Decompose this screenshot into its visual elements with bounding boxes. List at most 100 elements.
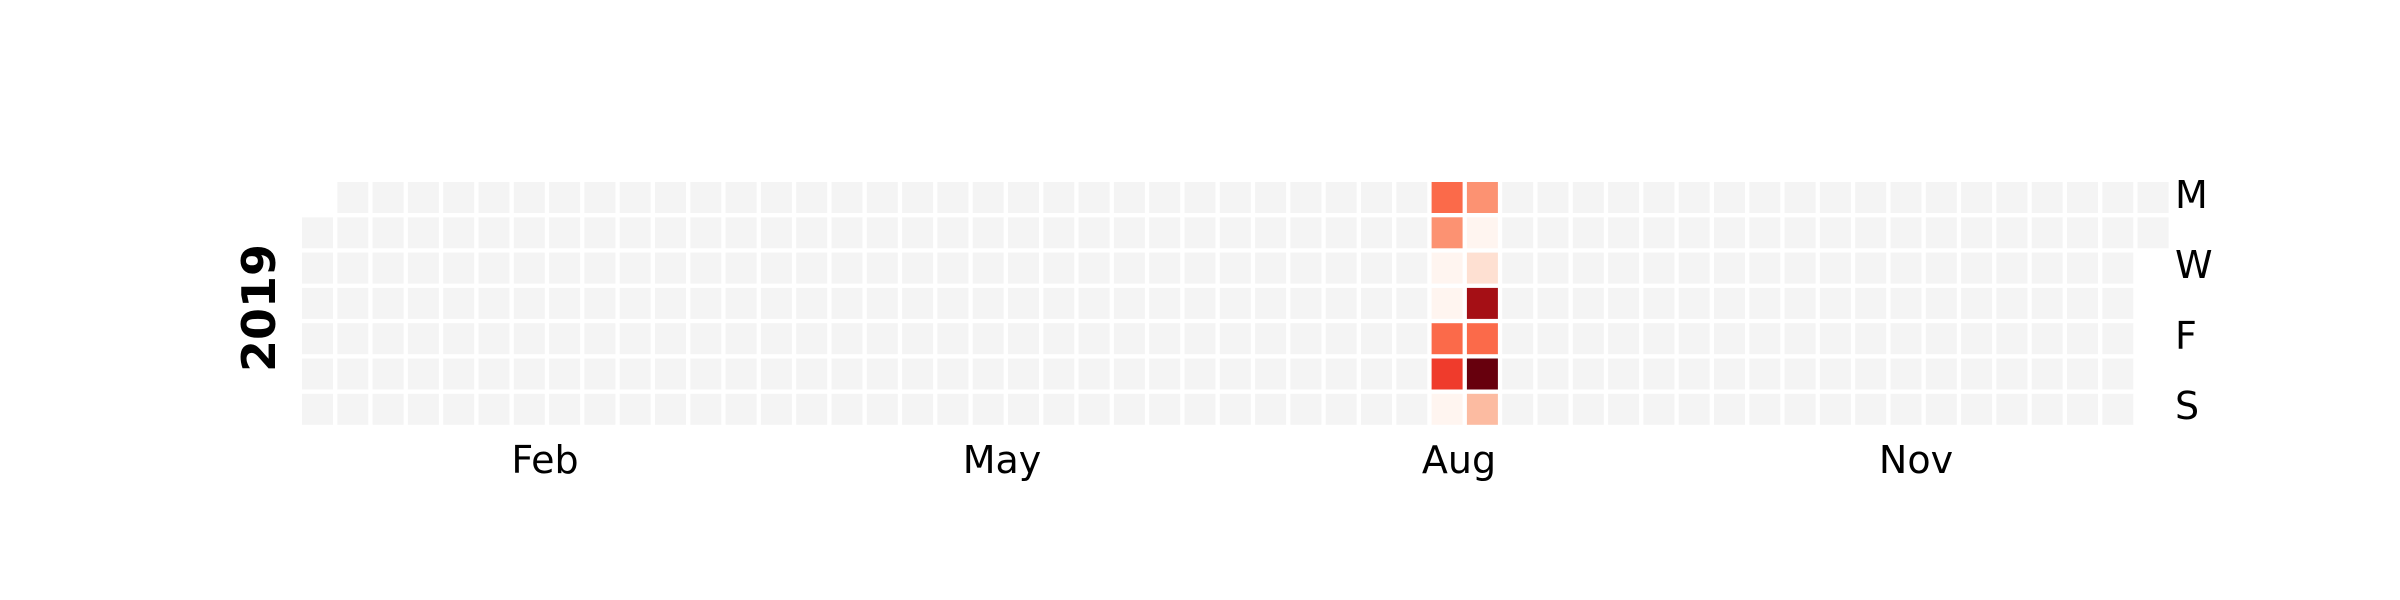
heatmap-cell xyxy=(1149,182,1181,213)
heatmap-cell xyxy=(1608,287,1640,319)
heatmap-cell xyxy=(1255,358,1287,390)
heatmap-cell xyxy=(407,323,439,355)
heatmap-cell xyxy=(1431,358,1463,390)
heatmap-cell xyxy=(619,217,651,249)
heatmap-cell xyxy=(1008,323,1039,355)
heatmap-cell xyxy=(2067,217,2098,249)
heatmap-cell xyxy=(1819,323,1851,355)
heatmap-cell xyxy=(513,287,545,319)
heatmap-cell xyxy=(2102,323,2134,355)
heatmap-cell xyxy=(655,252,686,284)
heatmap-cell xyxy=(337,182,369,213)
heatmap-cell xyxy=(760,287,792,319)
heatmap-cell xyxy=(1678,323,1710,355)
heatmap-cell xyxy=(2067,358,2098,390)
heatmap-cell xyxy=(1714,323,1745,355)
heatmap-cell xyxy=(1819,217,1851,249)
heatmap-cell xyxy=(478,323,510,355)
heatmap-cell xyxy=(1043,323,1075,355)
heatmap-cell xyxy=(2031,323,2063,355)
heatmap-cell xyxy=(1078,287,1110,319)
heatmap-cell xyxy=(1749,217,1781,249)
heatmap-cell xyxy=(1184,323,1216,355)
day-label: M xyxy=(2175,173,2208,217)
heatmap-cell xyxy=(655,287,686,319)
heatmap-cell xyxy=(2102,182,2134,213)
heatmap-cell xyxy=(1537,358,1569,390)
heatmap-cell xyxy=(1784,323,1816,355)
heatmap-cell xyxy=(866,287,898,319)
heatmap-cell xyxy=(1572,217,1604,249)
heatmap-cell xyxy=(1184,217,1216,249)
heatmap-cell xyxy=(1502,323,1534,355)
heatmap-cell xyxy=(1184,287,1216,319)
heatmap-cell xyxy=(1078,217,1110,249)
heatmap-cell xyxy=(1608,358,1640,390)
heatmap-cell xyxy=(1502,358,1534,390)
heatmap-cell xyxy=(1431,323,1463,355)
heatmap-cell xyxy=(407,252,439,284)
heatmap-cell xyxy=(1890,217,1922,249)
heatmap-cell xyxy=(549,323,581,355)
heatmap-cell xyxy=(690,252,722,284)
heatmap-cell xyxy=(902,182,934,213)
heatmap-cell xyxy=(1608,182,1640,213)
heatmap-cell xyxy=(1855,358,1887,390)
heatmap-cell xyxy=(1502,287,1534,319)
heatmap-cell xyxy=(1431,217,1463,249)
heatmap-cell xyxy=(2067,182,2098,213)
heatmap-cell xyxy=(1819,252,1851,284)
heatmap-cell xyxy=(1290,252,1322,284)
heatmap-cell xyxy=(2102,393,2134,425)
heatmap-cell xyxy=(796,323,828,355)
heatmap-cell xyxy=(972,252,1004,284)
heatmap-cell xyxy=(937,323,969,355)
heatmap-cell xyxy=(372,182,404,213)
heatmap-cell xyxy=(337,217,369,249)
heatmap-cell xyxy=(1749,393,1781,425)
heatmap-cell xyxy=(655,393,686,425)
heatmap-cell xyxy=(725,182,757,213)
heatmap-cell xyxy=(902,393,934,425)
heatmap-cell xyxy=(1290,393,1322,425)
heatmap-cell xyxy=(619,323,651,355)
heatmap-cell xyxy=(1961,358,1993,390)
heatmap-cell xyxy=(1714,217,1745,249)
heatmap-cell xyxy=(972,358,1004,390)
heatmap-cell xyxy=(2102,252,2134,284)
heatmap-cell xyxy=(1502,217,1534,249)
heatmap-cell xyxy=(866,323,898,355)
heatmap-cell xyxy=(1961,217,1993,249)
heatmap-cell xyxy=(478,393,510,425)
heatmap-cell xyxy=(1996,358,2028,390)
heatmap-cell xyxy=(1255,323,1287,355)
heatmap-cell xyxy=(972,287,1004,319)
heatmap-cell xyxy=(1043,393,1075,425)
heatmap-cell xyxy=(372,252,404,284)
heatmap-cell xyxy=(1184,358,1216,390)
heatmap-cell xyxy=(937,217,969,249)
heatmap-cell xyxy=(1043,358,1075,390)
heatmap-cell xyxy=(1890,287,1922,319)
heatmap-cell xyxy=(584,393,616,425)
day-label: F xyxy=(2175,314,2197,358)
heatmap-cell xyxy=(1572,323,1604,355)
heatmap-cell xyxy=(443,217,475,249)
heatmap-cell xyxy=(1996,323,2028,355)
heatmap-cell xyxy=(1325,393,1357,425)
heatmap-cell xyxy=(2067,287,2098,319)
heatmap-cell xyxy=(584,217,616,249)
heatmap-cell xyxy=(1325,323,1357,355)
heatmap-cell xyxy=(1855,323,1887,355)
heatmap-cell xyxy=(1643,217,1675,249)
heatmap-cell xyxy=(831,182,863,213)
heatmap-cell xyxy=(1219,323,1251,355)
heatmap-cell xyxy=(725,252,757,284)
heatmap-cell xyxy=(549,393,581,425)
heatmap-cell xyxy=(1466,252,1498,284)
heatmap-cell xyxy=(1113,217,1145,249)
heatmap-cell xyxy=(1925,323,1957,355)
heatmap-cell xyxy=(1855,217,1887,249)
heatmap-cell xyxy=(1784,393,1816,425)
heatmap-cell xyxy=(1819,358,1851,390)
